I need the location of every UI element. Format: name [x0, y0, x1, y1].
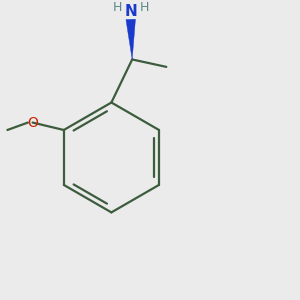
- Polygon shape: [126, 19, 135, 59]
- Text: H: H: [112, 1, 122, 14]
- Text: H: H: [140, 1, 149, 14]
- Text: O: O: [27, 116, 38, 130]
- Text: N: N: [124, 4, 137, 19]
